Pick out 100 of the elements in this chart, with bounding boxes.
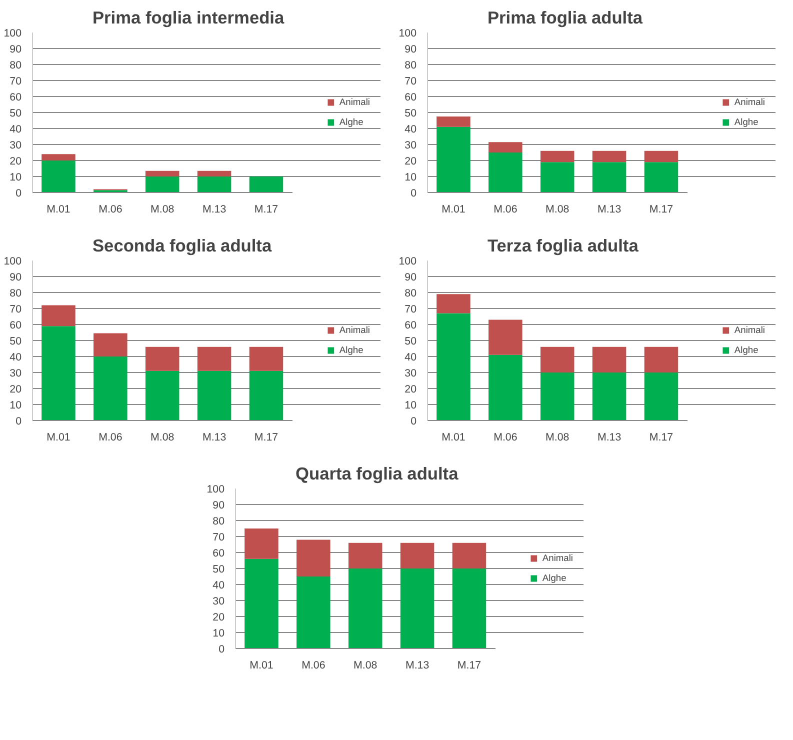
x-tick-label: M.13 [597, 432, 622, 444]
y-tick-label: 40 [404, 124, 417, 136]
bar [436, 126, 470, 192]
y-tick-label: 60 [404, 320, 417, 332]
y-tick-label: 80 [404, 60, 417, 72]
y-tick-label: 50 [10, 336, 22, 348]
y-tick-label: 50 [10, 108, 22, 120]
x-tick-label: M.01 [250, 660, 274, 672]
y-tick-label: 20 [404, 384, 417, 396]
y-tick-label: 20 [212, 612, 225, 624]
chart-title: Prima foglia intermedia [92, 8, 284, 28]
y-tick-label: 30 [10, 140, 22, 152]
y-tick-label: 70 [404, 76, 417, 88]
bar [436, 294, 470, 314]
bar [400, 542, 434, 568]
bar [42, 154, 76, 160]
bar [197, 170, 232, 176]
bar [452, 568, 486, 648]
bar [488, 142, 522, 152]
x-tick-label: M.17 [457, 660, 482, 672]
bar [145, 176, 180, 192]
bar [197, 370, 232, 420]
x-tick-label: M.13 [202, 204, 226, 216]
bar [436, 116, 470, 127]
x-tick-label: M.17 [649, 432, 674, 444]
y-tick-label: 10 [10, 172, 22, 184]
y-tick-label: 0 [218, 644, 225, 656]
x-tick-label: M.06 [98, 204, 122, 216]
y-tick-label: 20 [10, 384, 22, 396]
bar [592, 150, 626, 162]
bar [488, 354, 522, 420]
y-tick-label: 0 [16, 416, 22, 428]
legend-label: Animali [339, 97, 370, 107]
y-tick-label: 100 [206, 484, 225, 496]
y-tick-label: 60 [10, 92, 22, 104]
bar [145, 370, 180, 420]
bar [644, 162, 678, 192]
bar [348, 568, 382, 648]
chart-title: Terza foglia adulta [488, 236, 639, 256]
y-tick-label: 90 [404, 44, 417, 56]
bar [348, 542, 382, 568]
bar [244, 558, 278, 648]
bar [197, 176, 232, 192]
y-tick-label: 20 [10, 156, 22, 168]
x-tick-label: M.01 [442, 204, 466, 216]
legend-label: Animali [542, 553, 573, 563]
x-tick-label: M.17 [254, 432, 278, 444]
y-tick-label: 100 [4, 28, 22, 40]
y-tick-label: 40 [212, 580, 225, 592]
x-tick-label: M.17 [649, 204, 674, 216]
bar [145, 346, 180, 371]
x-tick-label: M.01 [46, 204, 70, 216]
bar [249, 346, 284, 371]
bar [42, 305, 76, 326]
bar [592, 346, 626, 372]
x-tick-label: M.08 [150, 432, 174, 444]
y-tick-label: 0 [410, 188, 417, 200]
bar [244, 528, 278, 559]
legend-label: Alghe [734, 117, 758, 127]
bar [42, 160, 76, 192]
bar [540, 346, 574, 372]
legend-label: Alghe [734, 345, 758, 355]
bar [94, 356, 128, 420]
y-tick-label: 80 [10, 288, 22, 300]
y-tick-label: 50 [212, 564, 225, 576]
legend-label: Alghe [542, 573, 566, 583]
bar [296, 576, 330, 648]
legend-label: Animali [734, 325, 765, 335]
bar [540, 372, 574, 420]
bar [249, 370, 284, 420]
bar [592, 372, 626, 420]
legend-label: Alghe [339, 117, 364, 127]
x-tick-label: M.13 [597, 204, 622, 216]
bar [644, 372, 678, 420]
x-tick-label: M.08 [546, 432, 570, 444]
y-tick-label: 10 [404, 172, 417, 184]
x-tick-label: M.06 [494, 432, 518, 444]
y-tick-label: 40 [10, 124, 22, 136]
y-tick-label: 50 [404, 108, 417, 120]
bar [42, 326, 76, 420]
y-tick-label: 100 [398, 28, 417, 40]
bar [94, 333, 128, 356]
x-tick-label: M.06 [302, 660, 326, 672]
bar [644, 346, 678, 372]
bar [540, 150, 574, 162]
y-tick-label: 80 [10, 60, 22, 72]
bar [488, 152, 522, 192]
x-tick-label: M.08 [354, 660, 378, 672]
y-tick-label: 60 [10, 320, 22, 332]
x-tick-label: M.08 [546, 204, 570, 216]
bar [296, 540, 330, 576]
y-tick-label: 10 [404, 400, 417, 412]
y-tick-label: 50 [404, 336, 417, 348]
y-tick-label: 90 [10, 44, 22, 56]
bar [400, 568, 434, 648]
legend-label: Animali [734, 97, 765, 107]
y-tick-label: 70 [10, 76, 22, 88]
y-tick-label: 80 [404, 288, 417, 300]
bar [452, 542, 486, 568]
bar [145, 170, 180, 176]
